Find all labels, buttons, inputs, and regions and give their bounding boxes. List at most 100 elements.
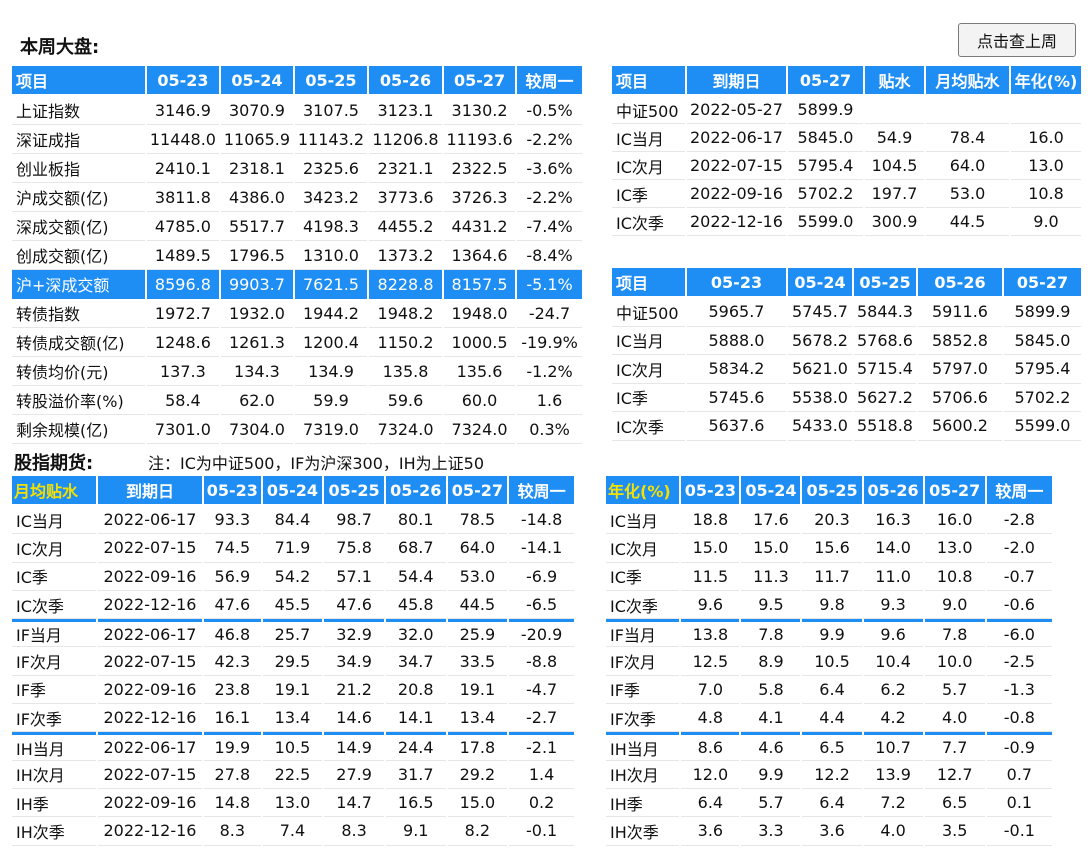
table-cell: 32.0 (385, 619, 446, 648)
row-label: 沪成交额(亿) (12, 183, 145, 212)
table-cell: 53.0 (926, 180, 1009, 208)
table-cell: 137.3 (146, 357, 219, 386)
table-cell: 1972.7 (146, 299, 219, 328)
table-cell: 1000.5 (444, 328, 516, 357)
table-cell: -7.4% (517, 212, 582, 241)
column-header: 05-25 (802, 476, 862, 506)
table-cell: 5517.7 (220, 212, 293, 241)
table-cell: 1373.2 (368, 241, 443, 270)
table-cell: 42.3 (204, 647, 261, 676)
table-cell: 7324.0 (368, 415, 443, 444)
table-row: IC次季 9.6 9.5 9.8 9.3 9.0 -0.6 (606, 591, 1052, 620)
table-cell: 0.7 (986, 761, 1052, 789)
table-cell: 47.6 (204, 591, 261, 620)
table-cell: 19.1 (262, 676, 323, 705)
table-cell: -1.2% (517, 357, 582, 386)
table-cell: 5844.3 (854, 298, 916, 327)
table-cell: -8.4% (517, 241, 582, 270)
table-cell: 9.9 (741, 761, 801, 789)
table-cell: 21.2 (324, 676, 384, 705)
table-cell: 2321.1 (368, 154, 443, 183)
table-cell: 59.9 (294, 386, 367, 415)
table-cell: 5599.0 (1004, 412, 1081, 441)
row-label: IH季 (606, 789, 680, 818)
table-cell: 6.4 (802, 676, 862, 705)
row-label: IC当月 (612, 124, 685, 152)
row-label: IC次季 (612, 412, 685, 441)
table-cell: 5538.0 (788, 384, 852, 412)
table-cell: 0.3% (517, 415, 582, 444)
table-cell: 13.4 (262, 704, 323, 733)
table-cell: 5706.6 (918, 384, 1002, 412)
table-row: IH季 6.4 5.7 6.4 7.2 6.5 0.1 (606, 789, 1052, 818)
row-label: 转债指数 (12, 299, 145, 328)
table-row: IC次月 2022-07-15 74.5 71.9 75.8 68.7 64.0 -14.1 (12, 534, 574, 563)
row-label: 深证成指 (12, 125, 145, 154)
row-label: 沪+深成交额 (12, 270, 145, 299)
row-label: IC次月 (612, 355, 685, 384)
table-cell: 12.0 (681, 761, 740, 789)
table-row: IC次月 15.0 15.0 15.6 14.0 13.0 -2.0 (606, 534, 1052, 563)
table-cell: 7621.5 (294, 270, 367, 299)
table-cell: -2.2% (517, 183, 582, 212)
table-cell: 17.6 (741, 506, 801, 535)
table-cell: 9.1 (385, 817, 446, 846)
column-header: 贴水 (865, 66, 924, 96)
table-cell: 8.6 (681, 732, 740, 761)
table-cell: 5845.0 (788, 124, 863, 152)
row-label: 上证指数 (12, 96, 145, 125)
table-cell: -20.9 (509, 619, 574, 648)
table-row: IC次月 5834.2 5621.0 5715.4 5797.0 5795.4 (612, 355, 1081, 384)
table-cell: 2318.1 (220, 154, 293, 183)
column-header: 05-24 (262, 476, 323, 506)
table-cell: 10.5 (802, 647, 862, 676)
table-cell: 1489.5 (146, 241, 219, 270)
table-row: IC当月 2022-06-17 5845.0 54.9 78.4 16.0 (612, 124, 1081, 152)
table-cell: 1932.0 (220, 299, 293, 328)
table-cell: 2022-06-17 (97, 506, 203, 535)
table-cell: 9.9 (802, 619, 862, 648)
column-header: 05-27 (444, 66, 516, 96)
table-cell: 2022-07-15 (97, 647, 203, 676)
table-cell: 27.8 (204, 761, 261, 789)
table-row: IF当月 13.8 7.8 9.9 9.6 7.8 -6.0 (606, 619, 1052, 648)
table-cell: 8228.8 (368, 270, 443, 299)
table-row: 深证成指 11448.0 11065.9 11143.2 11206.8 11193.6-… (12, 125, 582, 154)
table-cell: 15.0 (741, 534, 801, 563)
table-cell: 93.3 (204, 506, 261, 535)
column-header: 05-24 (741, 476, 801, 506)
table-cell: 1944.2 (294, 299, 367, 328)
table-cell: 25.7 (262, 619, 323, 648)
table-cell: 13.9 (863, 761, 923, 789)
table-cell: 71.9 (262, 534, 323, 563)
table-cell: 13.0 (262, 789, 323, 818)
table-cell: -4.7 (509, 676, 574, 705)
table-cell: 13.0 (1011, 152, 1081, 180)
table-row: IC次季 2022-12-16 5599.0 300.9 44.5 9.0 (612, 208, 1081, 236)
table-cell: 59.6 (368, 386, 443, 415)
table-cell: 14.8 (204, 789, 261, 818)
table-cell: -24.7 (517, 299, 582, 328)
table-cell: 5678.2 (788, 327, 852, 355)
row-label: IF当月 (606, 619, 680, 648)
table-cell: -6.5 (509, 591, 574, 620)
table-cell: -19.9% (517, 328, 582, 357)
column-header: 05-25 (294, 66, 367, 96)
row-label: IH次季 (606, 817, 680, 846)
table-cell: 7304.0 (220, 415, 293, 444)
table-cell: 7.8 (924, 619, 985, 648)
row-label: IC次季 (606, 591, 680, 620)
column-header: 05-26 (368, 66, 443, 96)
table-cell: 29.2 (447, 761, 508, 789)
table-cell: 1948.0 (444, 299, 516, 328)
view-last-week-button[interactable]: 点击查上周 (958, 23, 1076, 57)
table-cell: 1310.0 (294, 241, 367, 270)
table-cell: 3811.8 (146, 183, 219, 212)
table-cell: 46.8 (204, 619, 261, 648)
ic-prices-table: 项目 05-23 05-24 05-25 05-26 05-27 中证500 5965.7 5… (610, 268, 1083, 441)
table-cell: -3.6% (517, 154, 582, 183)
table-cell: 60.0 (444, 386, 516, 415)
ic-expiry-table: 项目 到期日 05-27 贴水 月均贴水 年化(%) 中证500 2022-05-27 589… (610, 66, 1083, 236)
row-label: 转债成交额(亿) (12, 328, 145, 357)
table-cell: 5.8 (741, 676, 801, 705)
